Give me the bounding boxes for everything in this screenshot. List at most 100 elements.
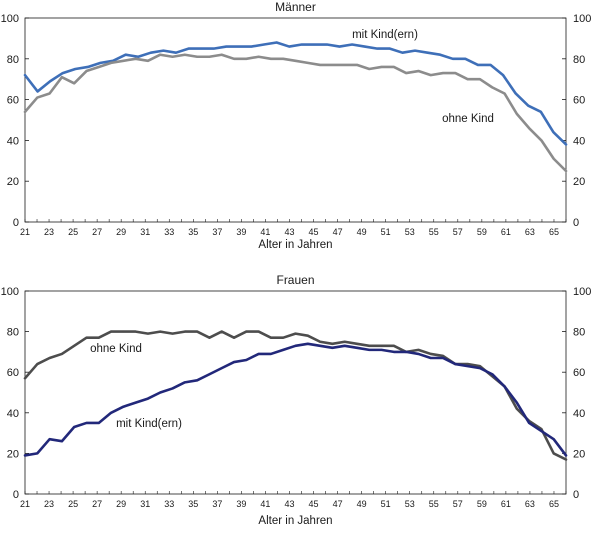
series-label-2-1: ohne Kind [90, 343, 142, 355]
x-tick-label: 37 [212, 499, 222, 509]
data-point [380, 66, 383, 68]
series-label-1-2: ohne Kind [442, 113, 494, 125]
data-point [388, 47, 391, 50]
x-tick-label: 65 [549, 499, 559, 509]
data-point [503, 385, 506, 388]
x-tick-label: 47 [333, 227, 343, 237]
data-point [515, 401, 518, 404]
x-tick-label: 51 [381, 227, 391, 237]
data-point [368, 348, 371, 351]
data-point [429, 353, 432, 355]
data-point [442, 357, 444, 359]
x-tick-label: 23 [44, 227, 54, 237]
data-point [257, 353, 260, 355]
x-tick-label: 27 [92, 499, 102, 509]
data-point [319, 340, 321, 343]
chart-title-1: Männer [275, 0, 316, 14]
x-tick-label: 39 [236, 227, 246, 237]
series-line-2-2 [23, 342, 568, 457]
y-tick-label-right: 80 [573, 54, 585, 66]
data-point [426, 51, 429, 54]
data-point [565, 143, 567, 146]
data-point [552, 131, 555, 134]
x-tick-label: 29 [116, 499, 126, 509]
y-tick-label-left: 60 [7, 367, 19, 379]
data-point [294, 59, 297, 62]
data-point [270, 336, 272, 339]
series-label-2-2: mit Kind(ern) [116, 418, 182, 430]
data-point [208, 373, 211, 376]
data-point [376, 47, 379, 50]
plot-frame-2 [24, 290, 567, 495]
data-point [368, 344, 371, 347]
data-point [85, 70, 88, 72]
y-tick-label-left: 60 [7, 95, 19, 107]
y-tick-label-left: 40 [7, 135, 19, 147]
x-tick-label: 63 [525, 227, 535, 237]
y-tick-label-left: 80 [7, 327, 19, 339]
data-point [225, 45, 228, 48]
data-point [451, 57, 454, 60]
data-point [368, 68, 371, 70]
data-point [97, 422, 100, 424]
data-point [48, 357, 51, 359]
data-point [363, 45, 366, 48]
data-point [122, 405, 125, 408]
data-point [479, 367, 481, 370]
x-tick-label: 53 [405, 499, 415, 509]
data-point [73, 344, 76, 347]
data-point [147, 59, 149, 62]
data-point [417, 353, 420, 355]
y-tick-label-right: 100 [573, 286, 591, 298]
y-tick-label-left: 100 [1, 286, 19, 298]
data-point [137, 55, 140, 58]
data-point [263, 43, 265, 46]
data-point [61, 72, 64, 74]
data-point [85, 422, 88, 424]
x-tick-label: 59 [477, 227, 487, 237]
data-point [24, 110, 26, 113]
data-point [220, 53, 223, 56]
data-point [356, 346, 358, 349]
x-tick-label: 29 [116, 227, 126, 237]
x-tick-label: 35 [188, 227, 198, 237]
data-point [429, 357, 432, 359]
data-point [73, 426, 76, 428]
data-point [74, 68, 77, 70]
data-point [122, 330, 125, 333]
data-point [159, 391, 162, 394]
data-point [539, 110, 542, 113]
y-tick-label-right: 20 [573, 448, 585, 460]
x-tick-label: 25 [68, 227, 78, 237]
data-point [565, 454, 567, 457]
data-point [414, 49, 416, 52]
data-point [454, 72, 457, 74]
data-point [401, 51, 404, 54]
data-point [233, 57, 235, 60]
x-axis-label-2: Alter in Jahren [258, 515, 332, 527]
x-tick-label: 25 [68, 499, 78, 509]
y-tick-label-left: 20 [7, 448, 19, 460]
y-tick-label-right: 20 [573, 176, 585, 188]
data-point [49, 80, 52, 83]
data-point [208, 55, 211, 58]
x-tick-label: 31 [140, 499, 150, 509]
data-point [200, 47, 203, 50]
y-tick-label-right: 100 [573, 13, 591, 25]
x-tick-label: 53 [405, 227, 415, 237]
data-point [245, 57, 248, 60]
data-point [503, 92, 506, 95]
data-point [527, 104, 530, 107]
x-tick-label: 39 [236, 499, 246, 509]
data-point [294, 332, 297, 335]
data-point [270, 353, 272, 355]
plot-frame-1 [24, 17, 567, 223]
data-point [405, 351, 408, 353]
x-tick-label: 65 [549, 227, 559, 237]
data-point [417, 70, 420, 72]
data-point [343, 344, 346, 347]
data-point [183, 53, 186, 56]
data-point [466, 78, 469, 81]
x-tick-label: 63 [525, 499, 535, 509]
data-point [60, 353, 63, 355]
